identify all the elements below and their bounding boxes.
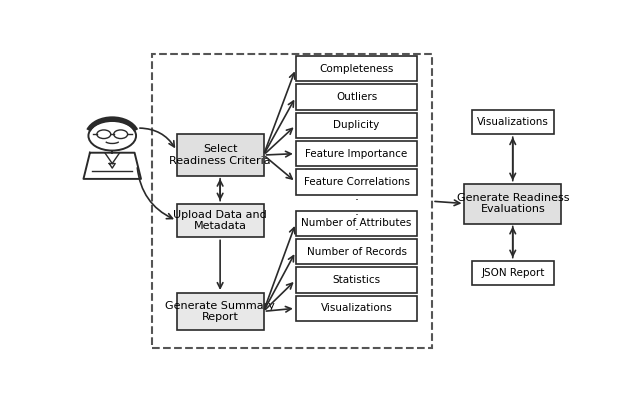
FancyBboxPatch shape xyxy=(296,239,417,264)
FancyBboxPatch shape xyxy=(296,113,417,138)
Text: Select
Readiness Criteria: Select Readiness Criteria xyxy=(170,144,271,166)
FancyBboxPatch shape xyxy=(296,56,417,81)
Text: Number of Records: Number of Records xyxy=(307,246,406,256)
Text: ·
·
·: · · · xyxy=(355,194,359,237)
Text: Visualizations: Visualizations xyxy=(321,303,392,313)
Text: Number of Attributes: Number of Attributes xyxy=(301,218,412,228)
FancyBboxPatch shape xyxy=(472,260,554,285)
Text: Upload Data and
Metadata: Upload Data and Metadata xyxy=(173,210,267,231)
FancyBboxPatch shape xyxy=(296,141,417,166)
Text: Statistics: Statistics xyxy=(332,275,381,285)
FancyBboxPatch shape xyxy=(177,204,264,238)
Text: Completeness: Completeness xyxy=(319,64,394,74)
FancyBboxPatch shape xyxy=(296,84,417,110)
FancyBboxPatch shape xyxy=(296,169,417,195)
Text: Generate Summary
Report: Generate Summary Report xyxy=(165,300,275,322)
FancyBboxPatch shape xyxy=(472,110,554,134)
FancyBboxPatch shape xyxy=(177,293,264,330)
FancyBboxPatch shape xyxy=(465,184,561,224)
FancyBboxPatch shape xyxy=(296,296,417,321)
Text: Feature Importance: Feature Importance xyxy=(305,149,408,159)
FancyBboxPatch shape xyxy=(296,267,417,292)
Text: JSON Report: JSON Report xyxy=(481,268,545,278)
Text: Visualizations: Visualizations xyxy=(477,117,548,127)
FancyBboxPatch shape xyxy=(296,211,417,236)
FancyBboxPatch shape xyxy=(177,134,264,176)
Text: Generate Readiness
Evaluations: Generate Readiness Evaluations xyxy=(456,193,569,214)
Text: Outliers: Outliers xyxy=(336,92,377,102)
Text: Feature Correlations: Feature Correlations xyxy=(303,177,410,187)
Text: Duplicity: Duplicity xyxy=(333,120,380,130)
